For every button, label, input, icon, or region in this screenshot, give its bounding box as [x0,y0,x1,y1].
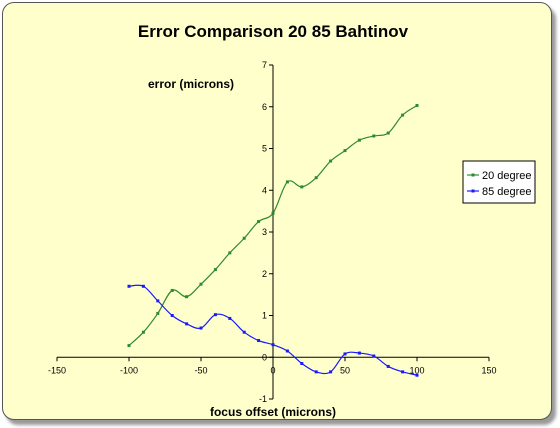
x-tick-label: 0 [270,365,275,375]
data-point-85-degree [285,349,289,353]
x-tick-label: 150 [481,365,496,375]
data-point-85-degree [199,326,203,330]
x-tick-label: -150 [48,365,66,375]
x-tick-label: -100 [120,365,138,375]
data-point-20-degree [271,211,275,215]
series-layer [127,103,419,377]
chart-title: Error Comparison 20 85 Bahtinov [138,22,409,41]
y-tick-label: 7 [262,60,267,70]
data-point-85-degree [228,316,232,320]
legend: 20 degree 85 degree [462,160,536,204]
chart-frame: Error Comparison 20 85 Bahtinov error (m… [2,2,552,420]
data-point-20-degree [127,344,131,348]
data-point-20-degree [228,251,232,255]
y-tick-label: 3 [262,227,267,237]
data-point-20-degree [300,185,304,189]
y-tick-label: 2 [262,269,267,279]
data-point-85-degree [141,284,145,288]
legend-label-20-degree: 20 degree [482,170,532,182]
data-point-85-degree [257,339,261,343]
data-point-20-degree [170,288,174,292]
x-axis-label: focus offset (microns) [210,405,336,419]
data-point-85-degree [185,322,189,326]
legend-label-85-degree: 85 degree [482,186,532,198]
legend-marker-85-degree [471,189,475,193]
data-point-20-degree [285,180,289,184]
data-point-20-degree [242,236,246,240]
data-point-20-degree [257,220,261,224]
data-point-85-degree [314,370,318,374]
data-point-85-degree [415,373,419,377]
y-axis-label: error (microns) [148,77,234,91]
data-point-85-degree [213,313,217,317]
axes: -150 -100 -50 0 50 100 150 -1 0 1 2 3 4 5 6 7 [48,60,497,404]
legend-box [462,160,536,204]
data-point-20-degree [415,103,419,107]
data-point-85-degree [401,370,405,374]
legend-marker-20-degree [471,173,475,177]
y-tick-label: 4 [262,185,267,195]
data-point-85-degree [300,362,304,366]
data-point-85-degree [372,354,376,358]
x-tick-label: 100 [409,365,424,375]
data-point-85-degree [386,364,390,368]
data-point-20-degree [401,113,405,117]
y-tick-label: 6 [262,102,267,112]
data-point-20-degree [141,330,145,334]
data-point-20-degree [213,268,217,272]
data-point-85-degree [271,343,275,347]
y-tick-label: 0 [262,352,267,362]
y-tick-label: 1 [262,311,267,321]
x-tick-label: 50 [340,365,350,375]
chart: Error Comparison 20 85 Bahtinov error (m… [48,22,536,419]
data-point-20-degree [156,311,160,315]
data-point-20-degree [329,159,333,163]
data-point-85-degree [242,330,246,334]
data-point-20-degree [199,282,203,286]
data-point-85-degree [156,299,160,303]
data-point-20-degree [372,134,376,138]
data-point-20-degree [357,138,361,142]
data-point-85-degree [343,352,347,356]
data-point-20-degree [343,149,347,153]
data-point-20-degree [314,176,318,180]
x-tick-label: -50 [194,365,207,375]
data-point-20-degree [185,295,189,299]
data-point-85-degree [127,284,131,288]
data-point-85-degree [357,351,361,355]
y-tick-label: 5 [262,144,267,154]
data-point-85-degree [329,370,333,374]
y-tick-label: -1 [259,394,267,404]
data-point-85-degree [170,314,174,317]
data-point-20-degree [386,131,390,135]
